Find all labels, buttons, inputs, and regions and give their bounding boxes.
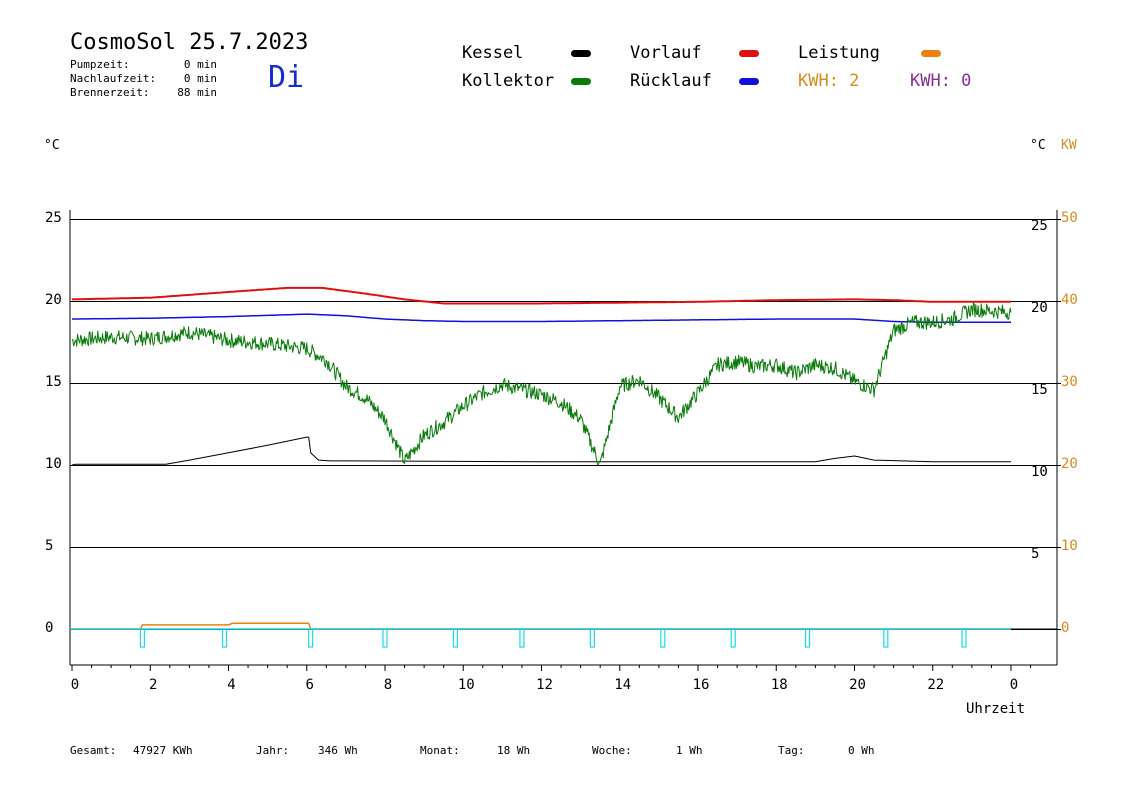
pump-pulse-9 [804,628,811,648]
weekday-label: Di [268,60,305,95]
pump-pulse-2 [308,628,314,648]
x-tick-label-5: 10 [458,677,475,693]
x-tick-label-0: 0 [71,677,79,693]
pump-pulse-7 [660,628,666,648]
x-tick-label-6: 12 [536,677,553,693]
y-left-tick-label-15: 15 [45,374,62,390]
stat-value-pumpzeit: 0 min [183,58,217,71]
footer-monat-value: 18 Wh [497,744,531,757]
series-line-vorlauf [71,286,1011,305]
left-axis-unit: °C [44,138,60,153]
stat-label-nachlaufzeit: Nachlaufzeit: [70,72,157,85]
series-line-kollektor [71,301,1012,466]
footer-jahr-value: 346 Wh [318,744,358,757]
pump-pulse-11 [961,628,967,648]
legend-label-kollektor: Kollektor [462,71,555,91]
legend-label-vorlauf: Vorlauf [630,43,702,63]
x-tick-label-3: 6 [306,677,314,693]
x-tick-label-8: 16 [693,677,710,693]
footer-gesamt-label: Gesamt: [70,744,117,757]
y-right-kw-tick-label-50: 50 [1061,210,1078,226]
pump-pulse-10 [883,628,889,648]
kwh-label-2: KWH: 0 [910,71,972,91]
footer-woche-value: 1 Wh [676,744,703,757]
y-left-tick-label-10: 10 [45,456,62,472]
y-right-kw-tick-label-10: 10 [1061,538,1078,554]
legend-swatch-kollektor [571,78,591,85]
kwh-label-1: KWH: 2 [798,71,860,91]
x-tick-label-10: 20 [849,677,866,693]
pump-pulse-6 [589,628,595,648]
legend-label-kessel: Kessel [462,43,524,63]
pump-pulse-4 [452,628,459,648]
page-title: CosmoSol 25.7.2023 [70,30,309,55]
series-line-ruecklauf [72,313,1011,324]
pump-pulse-8 [730,628,736,648]
y-right-kw-tick-label-0: 0 [1061,620,1069,636]
y-right-celsius-tick-label-20: 20 [1031,300,1048,316]
pump-pulse-1 [221,628,228,648]
y-right-kw-tick-label-20: 20 [1061,456,1078,472]
footer-woche-label: Woche: [592,744,632,757]
y-left-tick-label-0: 0 [45,620,53,636]
stat-label-pumpzeit: Pumpzeit: [70,58,130,71]
pump-pulse-0 [139,628,146,648]
footer-tag-label: Tag: [778,744,805,757]
series-line-leistung [72,622,1011,630]
series-line-kessel [71,436,1011,466]
x-tick-label-1: 2 [149,677,157,693]
stat-value-brennerzeit: 88 min [177,86,217,99]
stat-label-brennerzeit: Brennerzeit: [70,86,150,99]
pump-pulse-5 [519,628,525,648]
x-tick-label-11: 22 [927,677,944,693]
y-right-kw-tick-label-40: 40 [1061,292,1078,308]
right-axis-unit-kw: KW [1061,138,1077,153]
right-axis-unit-celsius: °C [1030,138,1046,153]
legend-swatch-leistung [921,50,941,57]
legend-label-ruecklauf: Rücklauf [630,71,712,91]
footer-jahr-label: Jahr: [256,744,290,757]
y-right-celsius-tick-label-10: 10 [1031,464,1048,480]
footer-monat-label: Monat: [420,744,460,757]
y-left-tick-label-5: 5 [45,538,53,554]
footer-tag-value: 0 Wh [848,744,875,757]
legend-swatch-kessel [571,50,591,57]
x-tick-label-2: 4 [227,677,235,693]
legend-label-leistung: Leistung [798,43,880,63]
legend-swatch-vorlauf [739,50,759,57]
y-left-tick-label-20: 20 [45,292,62,308]
y-left-tick-label-25: 25 [45,210,62,226]
x-tick-label-9: 18 [771,677,788,693]
y-right-celsius-tick-label-25: 25 [1031,218,1048,234]
legend-swatch-ruecklauf [739,78,759,85]
pump-pulse-3 [382,628,388,648]
y-right-kw-tick-label-30: 30 [1061,374,1078,390]
stat-value-nachlaufzeit: 0 min [183,72,217,85]
x-axis-label: Uhrzeit [966,701,1026,717]
x-tick-label-12: 0 [1010,677,1018,693]
y-right-celsius-tick-label-15: 15 [1031,382,1048,398]
y-right-celsius-tick-label-5: 5 [1031,546,1039,562]
x-tick-label-4: 8 [384,677,392,693]
footer-gesamt-value: 47927 KWh [133,744,193,757]
x-tick-label-7: 14 [614,677,631,693]
